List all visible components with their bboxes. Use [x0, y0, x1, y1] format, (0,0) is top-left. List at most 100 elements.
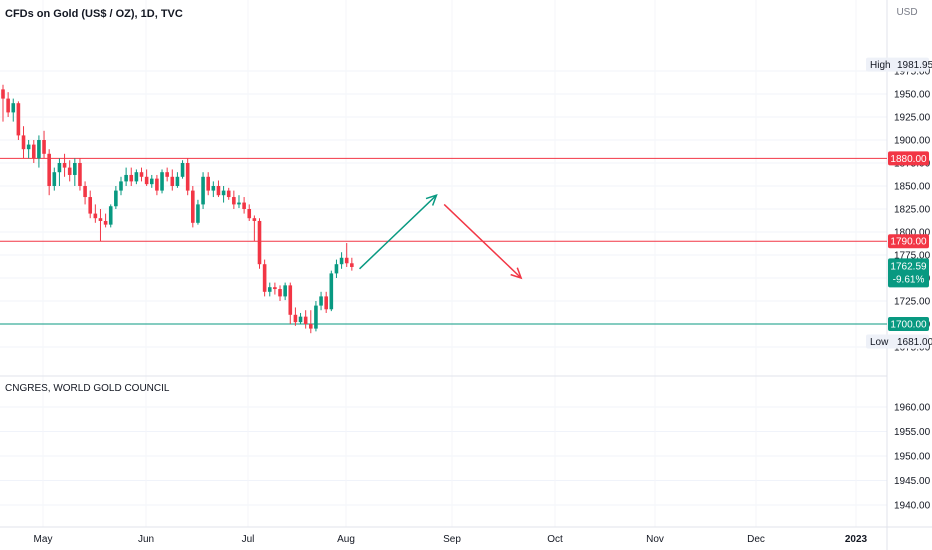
- price-tick-label: 1975.00: [894, 67, 931, 78]
- price-tick-label: 1900.00: [894, 136, 931, 147]
- candle-body: [155, 178, 159, 191]
- candle-body: [88, 197, 93, 214]
- candle-body: [139, 172, 144, 177]
- candle-body: [329, 273, 334, 310]
- candle-body: [26, 144, 31, 150]
- candle-body: [267, 287, 272, 292]
- indicator-tick-label: 1960.00: [894, 403, 931, 414]
- candle-body: [108, 206, 113, 225]
- price-tick-label: 1850.00: [894, 182, 931, 193]
- last-price-tag: [888, 258, 929, 288]
- arrow-shaft: [443, 203, 522, 279]
- time-tick-label: Oct: [547, 534, 563, 545]
- candle-body: [165, 172, 169, 177]
- candle-body: [144, 176, 149, 185]
- candle-body: [78, 163, 82, 186]
- horizontal-levels[interactable]: [0, 157, 887, 325]
- arrow-head: [510, 267, 523, 280]
- candle-body: [196, 204, 200, 223]
- candle-body: [283, 285, 287, 297]
- high-label: High: [870, 60, 891, 71]
- time-tick-label: May: [34, 534, 53, 545]
- candle-body: [252, 218, 257, 221]
- arrow-head: [425, 194, 438, 206]
- price-tick-label: 1825.00: [894, 205, 931, 216]
- price-tick-label: 1725.00: [894, 297, 931, 308]
- arrow-shaft: [359, 194, 438, 270]
- time-tick-label: Sep: [443, 534, 461, 545]
- candle-body: [129, 174, 134, 182]
- candle-body: [67, 167, 72, 175]
- candle-body: [52, 172, 57, 186]
- candle-body: [6, 98, 10, 113]
- candle-body: [180, 163, 185, 177]
- candle-body: [237, 202, 241, 205]
- candle-body: [334, 264, 339, 274]
- candle-body: [278, 289, 282, 297]
- up-arrow[interactable]: [359, 194, 438, 270]
- candle-body: [191, 190, 195, 223]
- time-tick-label: Dec: [747, 534, 765, 545]
- candle-body: [257, 220, 262, 265]
- candle-body: [216, 186, 221, 196]
- candle-body: [324, 296, 328, 310]
- time-axis-ticks: May Jun Jul Aug Sep Oct Nov Dec 2023: [34, 534, 868, 545]
- currency-label: USD: [896, 7, 917, 18]
- time-tick-label: Aug: [337, 534, 355, 545]
- candle-body: [57, 163, 62, 173]
- candle-body: [314, 305, 318, 329]
- candle-body: [226, 190, 231, 198]
- price-tags: High 1981.95 Low 1681.00 1880.00 1790.00 1700.…: [866, 57, 932, 349]
- indicator-tick-label: 1945.00: [894, 476, 931, 487]
- candle-body: [149, 178, 154, 185]
- down-arrow[interactable]: [443, 203, 523, 280]
- candle-body: [175, 176, 180, 186]
- candle-body: [62, 163, 67, 168]
- candle-body: [232, 197, 236, 205]
- candle-body: [339, 257, 344, 265]
- candle-body: [247, 209, 252, 219]
- indicator-axis-ticks: 1960.00 1955.00 1950.00 1945.00 1940.00: [894, 403, 931, 512]
- drawing-arrows[interactable]: [359, 194, 523, 280]
- candle-body: [1, 89, 5, 99]
- candle-body: [344, 257, 349, 264]
- candle-body: [298, 316, 303, 323]
- candle-body: [114, 190, 118, 207]
- candle-body: [309, 324, 313, 329]
- candle-body: [83, 186, 87, 198]
- candle-body: [21, 135, 26, 150]
- candle-body: [303, 316, 308, 324]
- candle-body: [37, 140, 41, 159]
- time-tick-label: Jun: [138, 534, 154, 545]
- candle-body: [11, 103, 16, 113]
- candle-body: [262, 264, 267, 292]
- indicator-tick-label: 1955.00: [894, 427, 931, 438]
- candle-body: [170, 176, 175, 186]
- candle-body: [185, 163, 190, 191]
- level-price-label: 1880.00: [890, 154, 927, 165]
- level-price-tag: [888, 234, 929, 249]
- level-price-tag: [888, 317, 929, 331]
- level-price-label: 1700.00: [890, 320, 927, 331]
- time-tick-label: 2023: [845, 534, 868, 545]
- candle-body: [206, 176, 210, 191]
- low-value: 1681.00: [897, 337, 932, 348]
- candle-body: [201, 176, 205, 205]
- low-label: Low: [870, 337, 889, 348]
- candle-body: [288, 285, 293, 315]
- chart-title: CFDs on Gold (US$ / OZ), 1D, TVC: [5, 8, 183, 20]
- indicator-tick-label: 1950.00: [894, 452, 931, 463]
- candle-body: [273, 287, 277, 290]
- candle-body: [134, 172, 139, 182]
- level-price-tag: [888, 151, 929, 166]
- indicator-tick-label: 1940.00: [894, 501, 931, 512]
- candle-body: [73, 163, 77, 175]
- candle-body: [16, 103, 21, 136]
- candle-body: [98, 218, 103, 221]
- last-price-value: 1762.59: [890, 261, 927, 272]
- candle-body: [350, 263, 354, 267]
- candle-body: [242, 202, 246, 209]
- last-price-change: -9.61%: [893, 274, 925, 285]
